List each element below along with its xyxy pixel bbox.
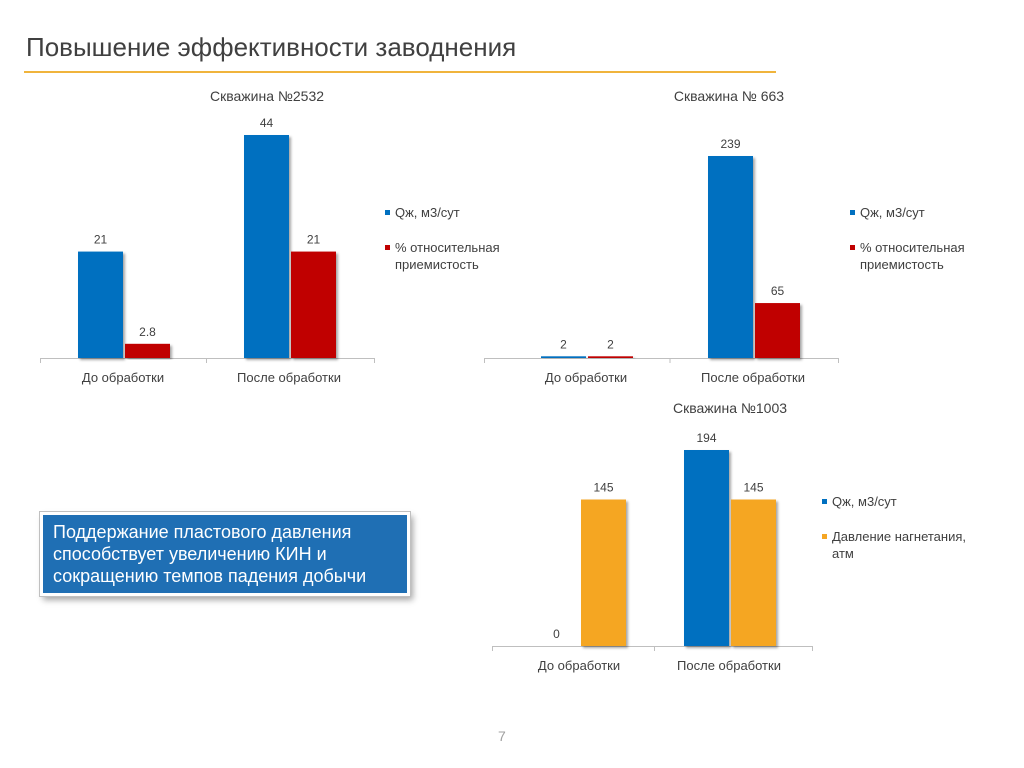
legend-label: Qж, м3/сут xyxy=(832,494,897,509)
category-label: После обработки xyxy=(237,370,341,385)
page-title: Повышение эффективности заводнения xyxy=(26,32,517,62)
data-label: 21 xyxy=(307,233,321,247)
data-label: 145 xyxy=(593,481,613,495)
category-label: После обработки xyxy=(701,370,805,385)
data-label: 44 xyxy=(260,116,274,130)
data-label: 239 xyxy=(720,137,740,151)
category-label: До обработки xyxy=(82,370,164,385)
category-label: После обработки xyxy=(677,658,781,673)
bar xyxy=(78,251,123,358)
data-label: 145 xyxy=(743,481,763,495)
chart-title: Скважина №2532 xyxy=(210,88,324,104)
legend-swatch xyxy=(850,245,855,250)
bar xyxy=(708,156,753,358)
page-number: 7 xyxy=(498,728,506,744)
callout-box: Поддержание пластового давления способст… xyxy=(39,511,411,597)
legend-chart-1003: Qж, м3/сут Давление нагнетания, атм xyxy=(822,493,982,580)
bar xyxy=(244,135,289,358)
category-label: До обработки xyxy=(538,658,620,673)
legend-label: Давление нагнетания, атм xyxy=(832,529,966,561)
data-label: 65 xyxy=(771,284,785,298)
bar xyxy=(581,499,626,646)
bar xyxy=(541,356,586,358)
legend-chart-663: Qж, м3/сут % относительная приемистость xyxy=(850,204,1010,291)
bar xyxy=(684,450,729,646)
legend-label: Qж, м3/сут xyxy=(395,205,460,220)
legend-swatch xyxy=(385,210,390,215)
legend-swatch xyxy=(822,499,827,504)
title-underline xyxy=(24,71,776,73)
data-label: 0 xyxy=(553,627,560,641)
legend-chart-2532: Qж, м3/сут % относительная приемистость xyxy=(385,204,545,291)
legend-label: % относительная приемистость xyxy=(395,240,500,272)
legend-swatch xyxy=(385,245,390,250)
data-label: 194 xyxy=(696,431,716,445)
legend-item: Давление нагнетания, атм xyxy=(822,528,982,562)
data-label: 21 xyxy=(94,233,108,247)
bar xyxy=(291,251,336,358)
legend-item: % относительная приемистость xyxy=(850,239,1010,273)
data-label: 2 xyxy=(607,337,614,351)
bar xyxy=(731,499,776,646)
category-label: До обработки xyxy=(545,370,627,385)
legend-item: Qж, м3/сут xyxy=(822,493,982,510)
data-label: 2.8 xyxy=(139,325,156,339)
bar xyxy=(125,343,170,358)
legend-item: Qж, м3/сут xyxy=(385,204,545,221)
legend-item: Qж, м3/сут xyxy=(850,204,1010,221)
chart-title: Скважина № 663 xyxy=(674,88,784,104)
data-label: 2 xyxy=(560,337,567,351)
legend-label: % относительная приемистость xyxy=(860,240,965,272)
bar xyxy=(588,356,633,358)
legend-label: Qж, м3/сут xyxy=(860,205,925,220)
legend-swatch xyxy=(850,210,855,215)
legend-swatch xyxy=(822,534,827,539)
bar xyxy=(755,303,800,358)
legend-item: % относительная приемистость xyxy=(385,239,545,273)
chart-title: Скважина №1003 xyxy=(673,400,787,416)
